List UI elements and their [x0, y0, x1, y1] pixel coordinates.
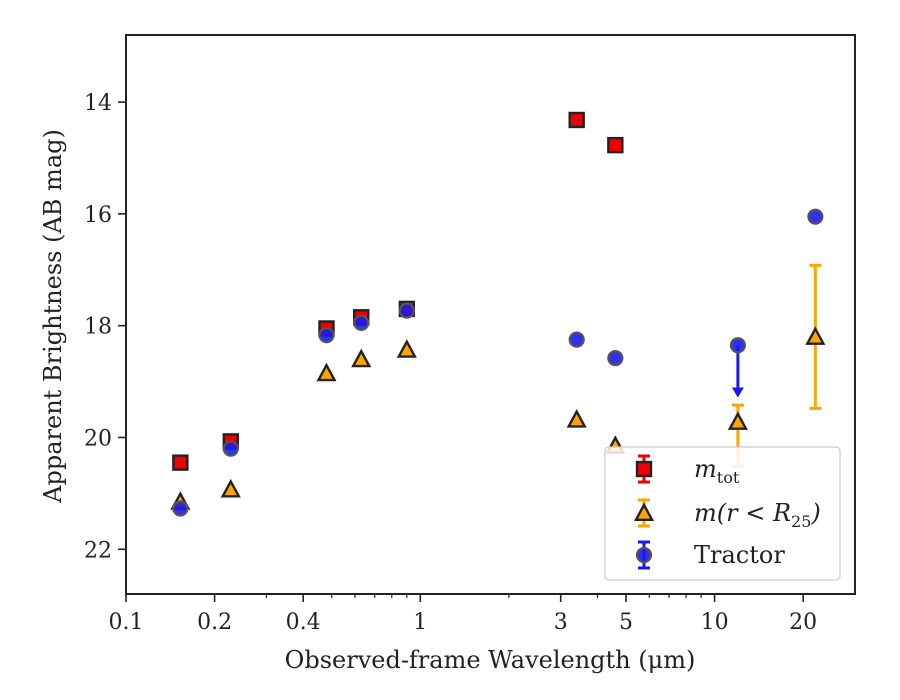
data-point-triangle: [566, 409, 587, 428]
y-tick-label: 22: [84, 538, 112, 563]
upper-limit-arrow: [731, 387, 744, 398]
data-point-triangle: [351, 348, 372, 368]
data-point-circle: [398, 302, 415, 319]
y-tick-label: 14: [84, 91, 112, 116]
data-point-square: [172, 454, 189, 471]
legend-label: m(r < R25): [694, 499, 821, 531]
x-tick-label: 20: [789, 610, 817, 635]
x-axis-title: Observed-frame Wavelength (μm): [285, 646, 696, 674]
data-point-triangle: [220, 478, 241, 498]
data-point-square: [607, 136, 624, 154]
data-point-circle: [635, 546, 653, 564]
axes-layer: 0.1 0.2 0.4 1 3 5 10 20 14 16 18 20 22: [84, 34, 856, 635]
legend-label: mtot: [694, 455, 740, 487]
data-point-circle: [807, 208, 824, 225]
data-point-circle: [353, 314, 370, 331]
legend-box: [604, 446, 841, 581]
x-tick-label: 1: [413, 610, 427, 635]
x-tick-label: 3: [554, 610, 568, 635]
data-point-square: [635, 460, 653, 478]
data-point-triangle: [805, 326, 826, 345]
y-tick-label: 20: [84, 426, 112, 451]
legend-label: Tractor: [694, 541, 785, 569]
x-tick-label: 0.2: [197, 610, 232, 635]
data-point-circle: [318, 327, 335, 344]
data-point-circle: [172, 500, 189, 517]
y-tick-label: 16: [84, 203, 112, 228]
y-tick-label: 18: [84, 315, 112, 340]
y-axis-title: Apparent Brightness (AB mag): [39, 129, 67, 504]
plot-frame: [125, 34, 856, 595]
x-tick-label: 10: [701, 610, 729, 635]
data-point-circle: [568, 331, 585, 348]
data-point-triangle: [633, 502, 655, 522]
data-point-triangle: [316, 362, 337, 382]
data-point-circle: [222, 440, 239, 457]
x-tick-label: 5: [619, 610, 633, 635]
data-point-triangle: [396, 339, 417, 358]
data-point-circle: [729, 337, 746, 354]
legend: mtot m(r < R25) Tractor: [604, 446, 841, 581]
data-point-circle: [607, 350, 624, 367]
plot-layer: [170, 111, 826, 517]
x-tick-label: 0.1: [109, 610, 144, 635]
data-point-square: [568, 111, 585, 129]
data-point-triangle: [727, 411, 748, 430]
x-tick-label: 0.4: [286, 610, 321, 635]
